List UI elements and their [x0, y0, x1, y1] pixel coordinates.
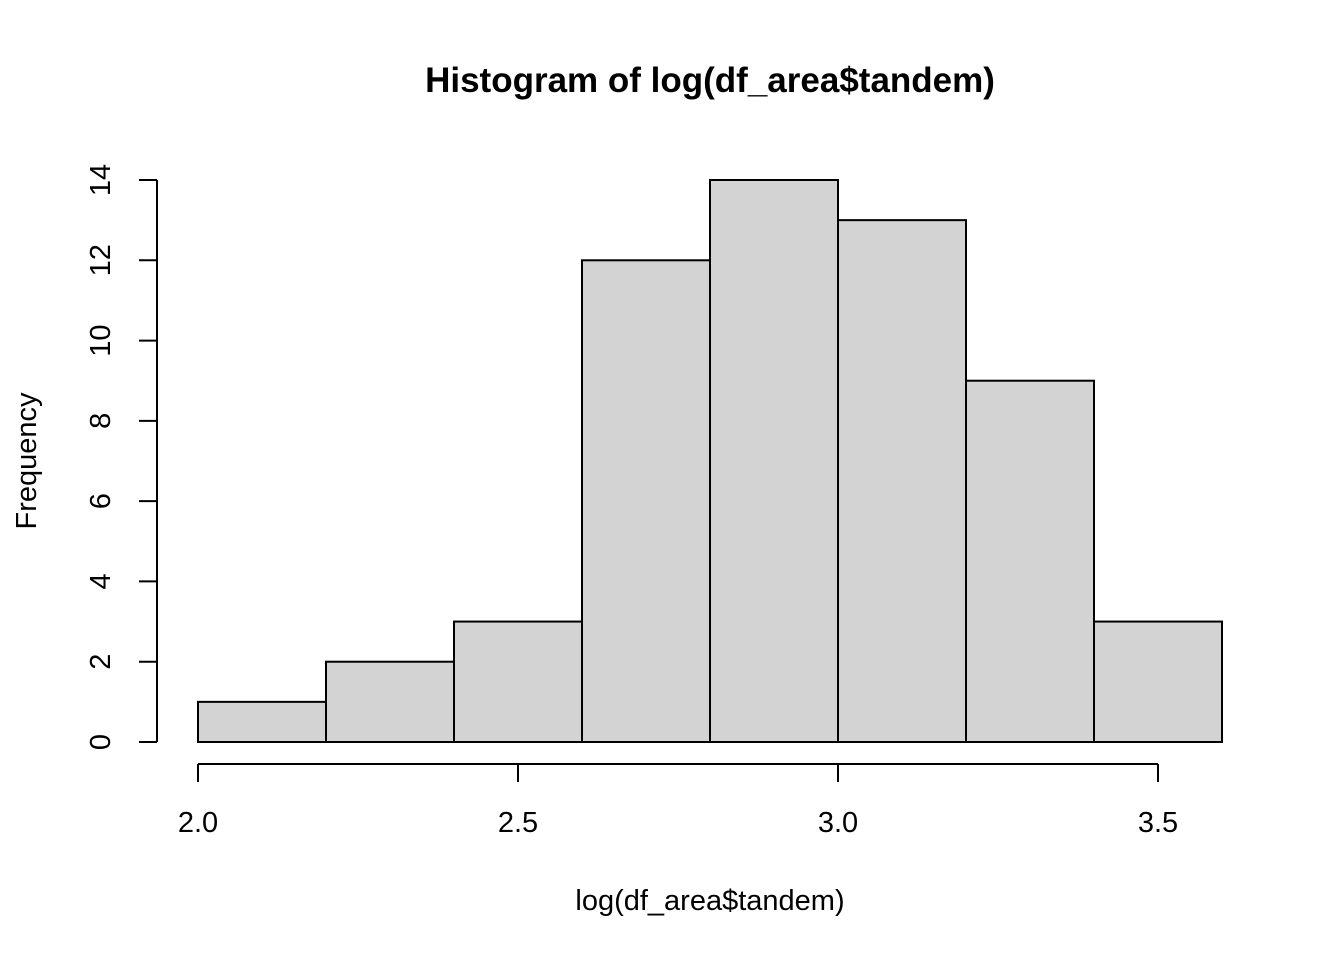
x-tick-label-3.0: 3.0	[818, 807, 858, 839]
histogram-bar-3	[453, 620, 583, 743]
x-tick-label-2.0: 2.0	[178, 807, 218, 839]
histogram-bar-5	[709, 179, 839, 743]
x-axis-label: log(df_area$tandem)	[575, 885, 844, 917]
histogram-bar-2	[325, 660, 455, 744]
y-tick-label-10: 10	[85, 324, 117, 356]
y-axis: 0 2 4 6 8 10 12 14	[85, 164, 158, 750]
histogram-bar-8	[1093, 620, 1223, 743]
y-tick-label-4: 4	[85, 573, 117, 589]
y-tick-label-14: 14	[85, 164, 117, 196]
y-tick-label-6: 6	[85, 493, 117, 509]
x-axis: 2.0 2.5 3.0 3.5	[178, 763, 1178, 839]
y-axis-label: Frequency	[11, 392, 43, 530]
y-tick-label-12: 12	[85, 244, 117, 276]
bars-group	[197, 179, 1223, 744]
histogram-bar-1	[197, 700, 327, 743]
chart-title: Histogram of log(df_area$tandem)	[425, 61, 995, 100]
histogram-bar-6	[837, 219, 967, 743]
x-tick-label-3.5: 3.5	[1138, 807, 1178, 839]
y-tick-label-2: 2	[85, 654, 117, 670]
y-tick-label-8: 8	[85, 413, 117, 429]
x-tick-label-2.5: 2.5	[498, 807, 538, 839]
histogram-bar-4	[581, 259, 711, 743]
y-tick-label-0: 0	[85, 734, 117, 750]
histogram-bar-7	[965, 379, 1095, 743]
